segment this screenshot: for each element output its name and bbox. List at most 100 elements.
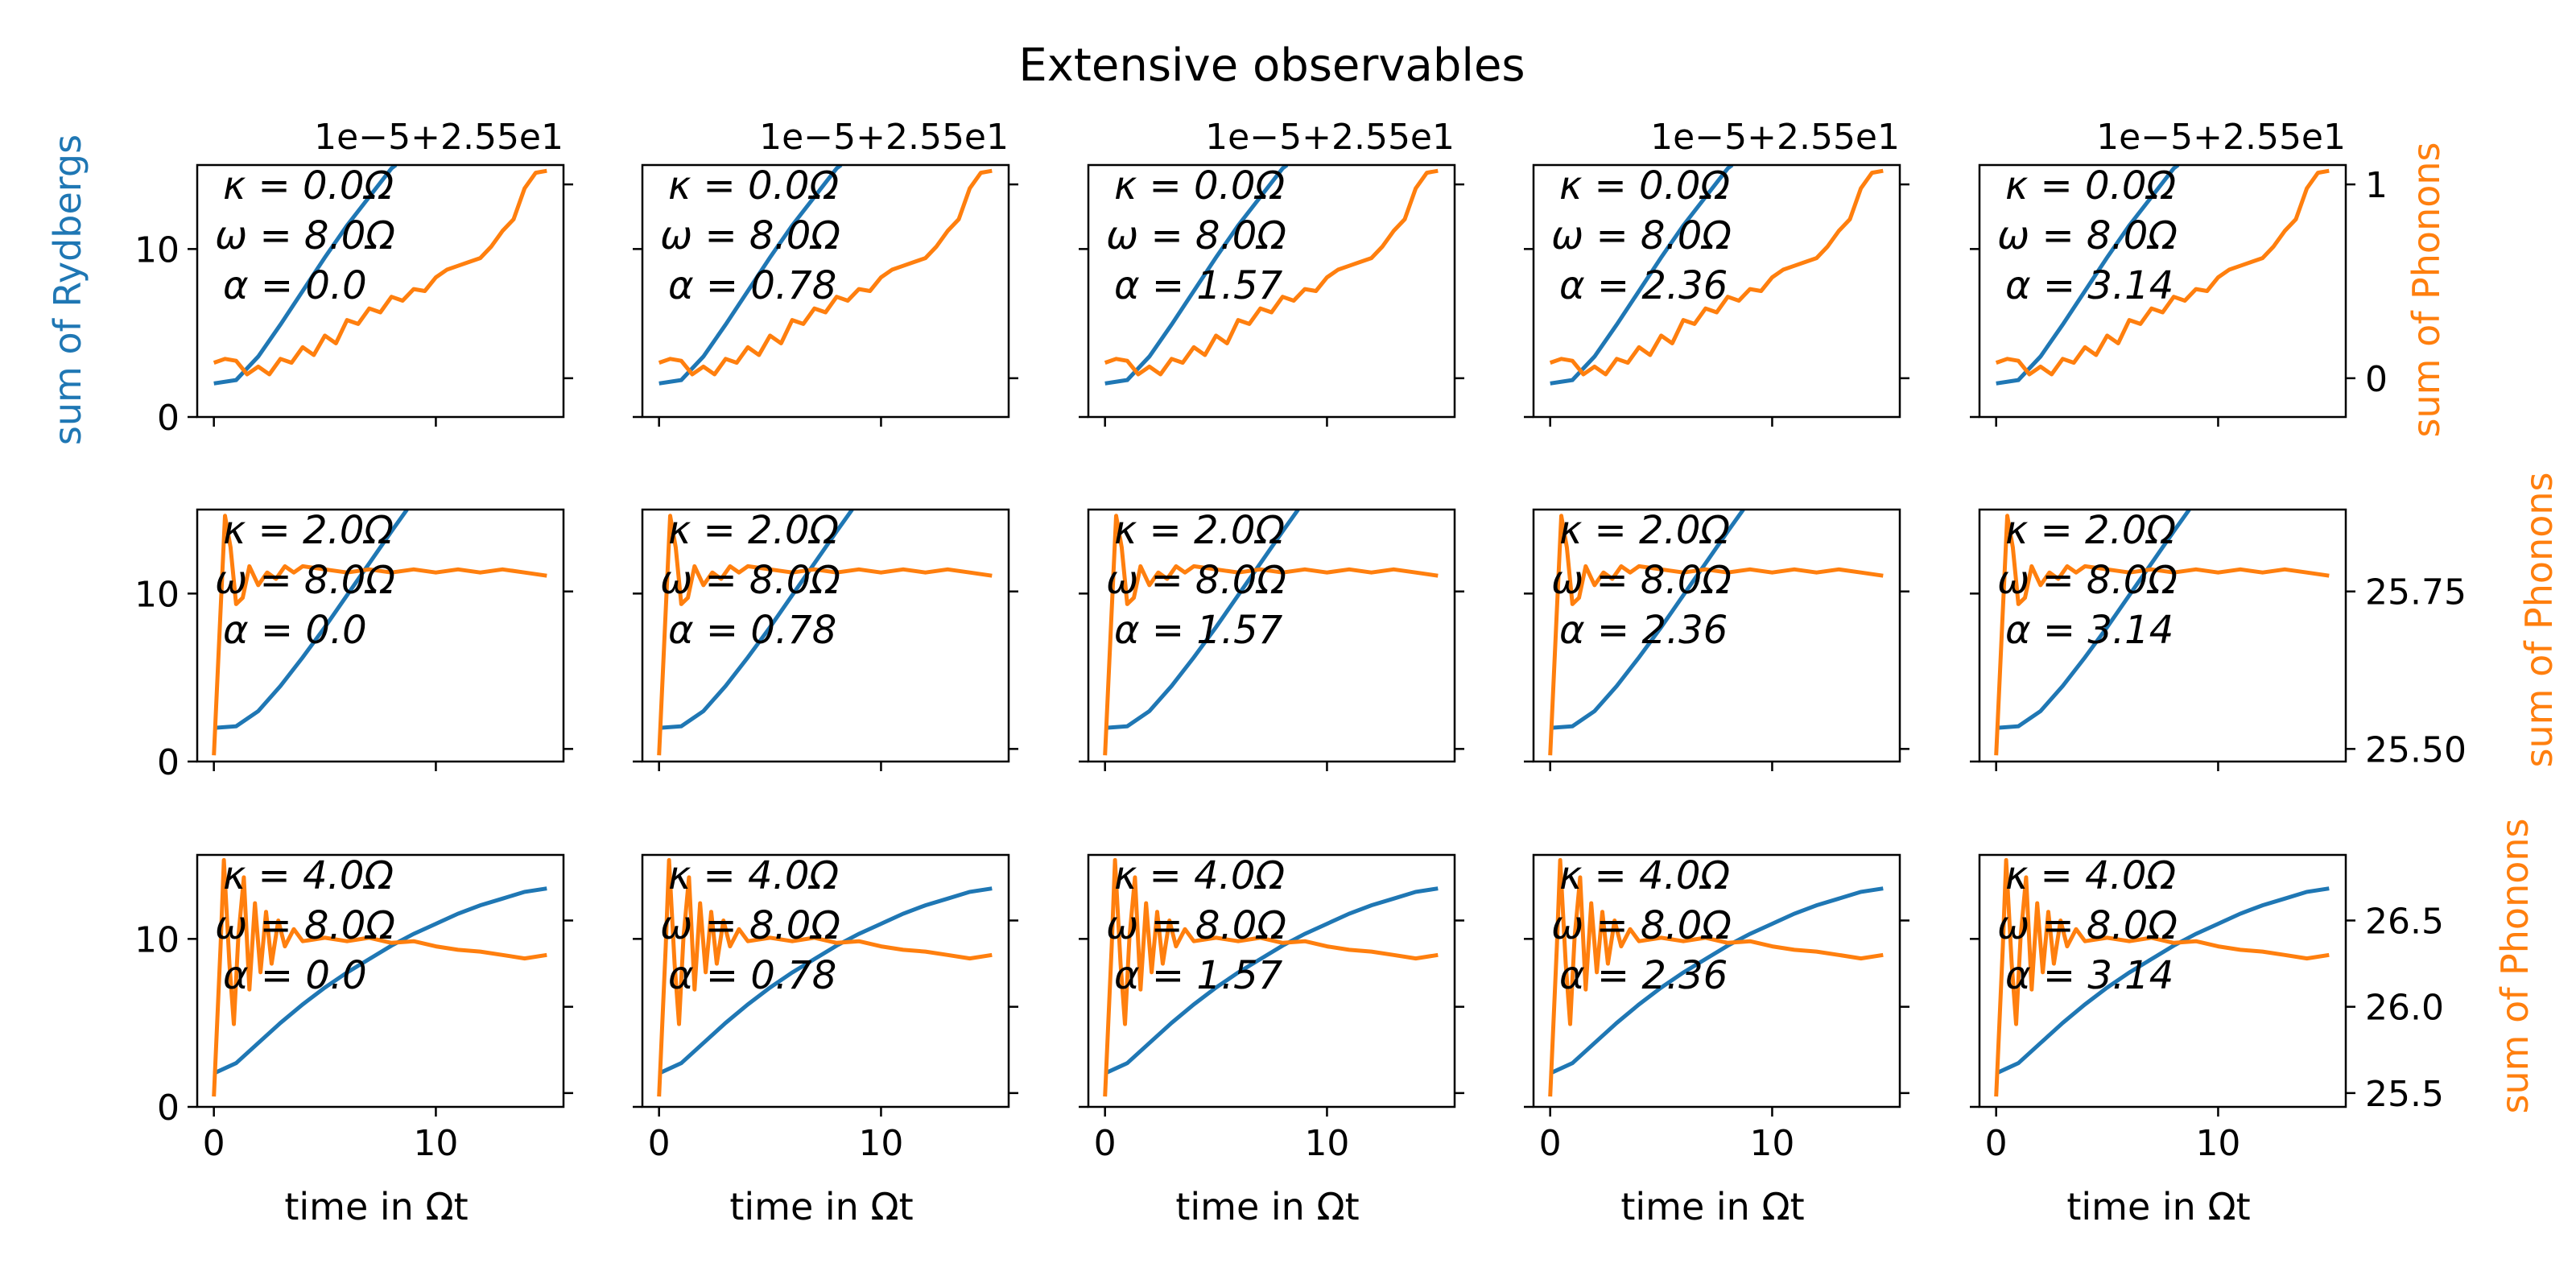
subplot-frame: [641, 163, 1010, 419]
subplot: 0 10 κ = 4.0Ω ω = 8.0Ω α = 2.36 time in Ωt: [1524, 853, 1909, 1228]
subplot: 25.50 25.75 κ = 2.0Ω ω = 8.0Ω α = 3.14: [1970, 508, 2467, 771]
subplot: 0 10 κ = 4.0Ω ω = 8.0Ω α = 1.57 time in Ωt: [1079, 853, 1464, 1228]
omega-annotation: ω = 8.0Ω: [1997, 903, 2178, 948]
subplot-frame: [196, 853, 565, 1108]
rydberg-series-line: [658, 886, 993, 1075]
phonon-series-line: [1548, 857, 1884, 1097]
alpha-annotation: α = 0.78: [668, 608, 836, 653]
right-ytick-label: 26.0: [2365, 988, 2444, 1029]
omega-annotation: ω = 8.0Ω: [215, 213, 395, 258]
alpha-annotation: α = 0.0: [223, 953, 367, 998]
subplot-frame: [1978, 853, 2347, 1108]
rydberg-series-line: [213, 510, 409, 730]
left-ylabel: sum of Rydbergs: [46, 134, 89, 445]
offset-text: 1e−5+2.55e1: [314, 117, 564, 158]
rydberg-series-line: [1550, 510, 1745, 730]
phonon-series-line: [1549, 168, 1884, 377]
kappa-annotation: κ = 2.0Ω: [1559, 508, 1730, 553]
omega-annotation: ω = 8.0Ω: [1551, 558, 1732, 603]
subplot-frame: [1532, 163, 1901, 419]
phonon-series-line: [213, 168, 547, 377]
rydberg-series-line: [1995, 886, 2330, 1075]
omega-annotation: ω = 8.0Ω: [1106, 558, 1286, 603]
kappa-annotation: κ = 2.0Ω: [1114, 508, 1285, 553]
alpha-annotation: α = 1.57: [1114, 263, 1283, 308]
subplot-frame: [1087, 163, 1456, 419]
subplot-frame: [1532, 508, 1901, 763]
phonon-series-line: [1994, 514, 2330, 756]
xlabel: time in Ωt: [729, 1185, 913, 1228]
subplot: κ = 2.0Ω ω = 8.0Ω α = 2.36: [1524, 508, 1909, 771]
kappa-annotation: κ = 4.0Ω: [1559, 853, 1730, 898]
xlabel: time in Ωt: [1175, 1185, 1359, 1228]
alpha-annotation: α = 0.0: [223, 263, 367, 308]
kappa-annotation: κ = 4.0Ω: [223, 853, 394, 898]
subplot: 0 10 25.5 26.0 26.5 κ = 4.0Ω ω = 8.0Ω α = 3.14 t…: [1970, 853, 2444, 1228]
rydberg-series-line: [1104, 510, 1300, 730]
rydberg-series-line: [1550, 165, 1734, 386]
subplot-frame: [641, 508, 1010, 763]
kappa-annotation: κ = 0.0Ω: [2005, 163, 2176, 208]
right-ylabel: sum of Phonons: [2493, 819, 2537, 1114]
alpha-annotation: α = 2.36: [1559, 608, 1728, 653]
right-ylabel: sum of Phonons: [2405, 142, 2448, 438]
kappa-annotation: κ = 0.0Ω: [668, 163, 839, 208]
rydberg-series-line: [658, 165, 843, 386]
subplot: κ = 2.0Ω ω = 8.0Ω α = 1.57: [1079, 508, 1464, 771]
kappa-annotation: κ = 2.0Ω: [668, 508, 839, 553]
omega-annotation: ω = 8.0Ω: [1551, 213, 1732, 258]
alpha-annotation: α = 0.0: [223, 608, 367, 653]
xtick-label: 0: [203, 1123, 225, 1164]
right-ytick-label: 0: [2365, 359, 2388, 400]
xtick-label: 0: [1539, 1123, 1562, 1164]
omega-annotation: ω = 8.0Ω: [1106, 903, 1286, 948]
subplot-frame: [1087, 853, 1456, 1108]
phonon-series-line: [1103, 857, 1439, 1097]
rydberg-series-line: [1996, 510, 2191, 730]
omega-annotation: ω = 8.0Ω: [660, 903, 840, 948]
subplot-frame: [1087, 508, 1456, 763]
kappa-annotation: κ = 0.0Ω: [1559, 163, 1730, 208]
kappa-annotation: κ = 4.0Ω: [1114, 853, 1285, 898]
xtick-label: 10: [1304, 1123, 1349, 1164]
omega-annotation: ω = 8.0Ω: [1997, 213, 2178, 258]
subplot-frame: [1978, 508, 2347, 763]
subplot: 0 10 0 10 κ = 4.0Ω ω = 8.0Ω α = 0.0 time in Ωt: [134, 853, 573, 1228]
omega-annotation: ω = 8.0Ω: [660, 213, 840, 258]
rydberg-series-line: [1996, 165, 2180, 386]
xtick-label: 0: [1985, 1123, 2008, 1164]
omega-annotation: ω = 8.0Ω: [215, 558, 395, 603]
alpha-annotation: α = 2.36: [1559, 263, 1728, 308]
offset-text: 1e−5+2.55e1: [759, 117, 1009, 158]
subplot: 0 10 κ = 2.0Ω ω = 8.0Ω α = 0.0: [134, 508, 573, 783]
right-ytick-label: 1: [2365, 165, 2388, 206]
right-ytick-label: 26.5: [2365, 901, 2444, 942]
right-ytick-label: 25.50: [2365, 729, 2467, 770]
subplot-frame: [196, 508, 565, 763]
xtick-label: 10: [1749, 1123, 1794, 1164]
rydberg-series-line: [213, 165, 398, 386]
offset-text: 1e−5+2.55e1: [1650, 117, 1900, 158]
kappa-annotation: κ = 2.0Ω: [223, 508, 394, 553]
rydberg-series-line: [1104, 886, 1439, 1075]
xlabel: time in Ωt: [1620, 1185, 1804, 1228]
phonon-series-line: [657, 857, 993, 1097]
alpha-annotation: α = 1.57: [1114, 608, 1283, 653]
rydberg-series-line: [213, 886, 547, 1075]
phonon-series-line: [1104, 168, 1439, 377]
subplot-frame: [196, 163, 565, 419]
offset-text: 1e−5+2.55e1: [2096, 117, 2346, 158]
phonon-series-line: [1995, 168, 2330, 377]
subplot: κ = 2.0Ω ω = 8.0Ω α = 0.78: [633, 508, 1018, 771]
alpha-annotation: α = 3.14: [2005, 263, 2174, 308]
omega-annotation: ω = 8.0Ω: [215, 903, 395, 948]
left-ytick-label: 0: [157, 398, 180, 439]
xtick-label: 0: [648, 1123, 671, 1164]
subplot: 0 10 κ = 4.0Ω ω = 8.0Ω α = 0.78 time in Ωt: [633, 853, 1018, 1228]
subplot: 0 10 κ = 0.0Ω ω = 8.0Ω α = 0.0 1e−5+2.55e1: [134, 117, 573, 439]
rydberg-series-line: [658, 510, 854, 730]
xtick-label: 10: [858, 1123, 903, 1164]
phonon-series-line: [212, 514, 547, 756]
omega-annotation: ω = 8.0Ω: [1551, 903, 1732, 948]
